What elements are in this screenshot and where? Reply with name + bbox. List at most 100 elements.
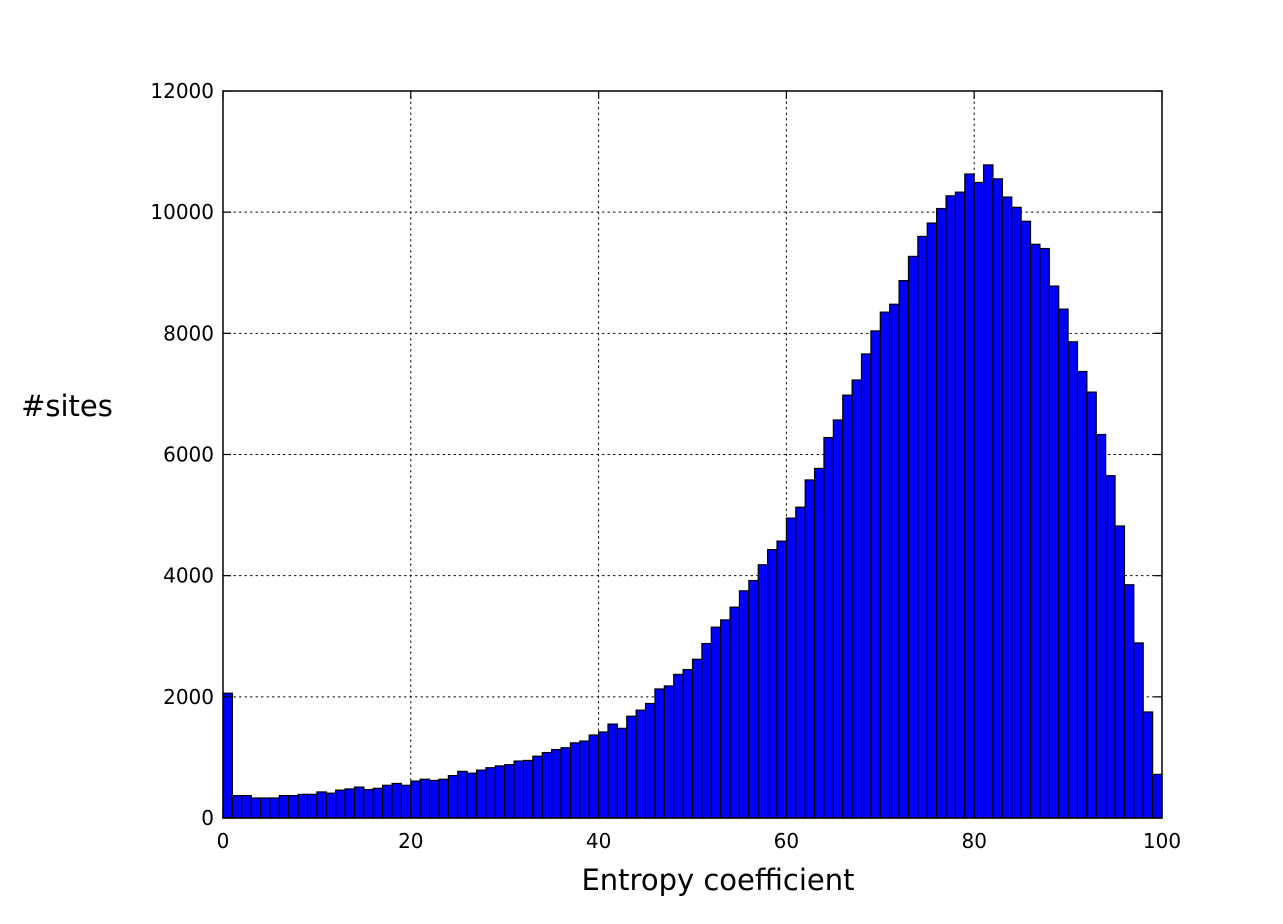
axis-ticks <box>222 90 1163 819</box>
histogram-bar <box>504 764 515 819</box>
histogram-bar <box>438 778 449 819</box>
histogram-bar <box>729 606 741 819</box>
histogram-bar <box>738 590 750 819</box>
histogram-bar <box>259 797 271 819</box>
histogram-bar <box>372 787 384 819</box>
histogram-bar <box>410 780 421 819</box>
histogram-bar <box>382 784 393 819</box>
y-tick-label: 8000 <box>163 321 214 345</box>
histogram-bar <box>954 191 966 819</box>
histogram-bar <box>889 303 900 819</box>
histogram-bar <box>428 779 440 819</box>
histogram-bar <box>1142 711 1154 819</box>
histogram-bar <box>466 772 478 819</box>
histogram-bar <box>269 797 280 819</box>
y-tick-label: 4000 <box>163 564 214 588</box>
histogram-bar <box>626 715 637 819</box>
histogram-bar <box>1114 525 1126 819</box>
histogram-bar <box>1020 220 1032 819</box>
histogram-bar <box>475 769 487 819</box>
histogram-bar <box>992 178 1003 819</box>
histogram-bar <box>222 692 233 819</box>
histogram-bar <box>682 668 694 819</box>
histogram-bar <box>1152 773 1163 819</box>
histogram-bar <box>1039 247 1050 819</box>
histogram-bar <box>335 789 346 819</box>
histogram-bar <box>522 759 534 819</box>
y-tick-labels: 0 2000 4000 6000 8000 10000 12000 <box>150 79 214 830</box>
histogram-bar <box>1133 642 1144 819</box>
x-tick-label: 60 <box>774 829 799 853</box>
histogram-bar <box>485 767 496 819</box>
histogram-bar <box>879 311 891 819</box>
histogram-bar <box>757 564 769 819</box>
x-tick-label: 80 <box>961 829 986 853</box>
histogram-bar <box>851 379 863 819</box>
histogram-bar <box>936 207 947 819</box>
histogram-bar <box>710 626 722 819</box>
histogram-bar <box>419 778 431 819</box>
histogram-bar <box>898 280 910 819</box>
histogram-bar <box>701 642 712 819</box>
histogram-bar <box>541 751 553 819</box>
histogram-bar <box>635 709 647 819</box>
histogram-bar <box>1123 584 1135 819</box>
histogram-bar <box>1076 370 1088 819</box>
x-tick-label: 20 <box>398 829 423 853</box>
histogram-bar <box>982 164 994 819</box>
histogram-bar <box>973 181 985 819</box>
histogram-bar <box>1048 285 1060 819</box>
x-tick-label: 40 <box>586 829 611 853</box>
histogram-bar <box>1029 243 1041 819</box>
histogram-bar <box>860 353 872 819</box>
histogram-bar <box>607 723 618 819</box>
histogram-bar <box>1011 206 1022 819</box>
histogram-bar <box>588 734 600 819</box>
histogram-bar <box>325 792 337 819</box>
y-axis-label: #sites <box>21 389 113 423</box>
x-tick-label: 100 <box>1143 829 1181 853</box>
histogram-bar <box>391 782 403 819</box>
x-axis-label: Entropy coefficient <box>581 863 854 897</box>
histogram-bar <box>691 658 703 819</box>
x-tick-labels: 0 20 40 60 80 100 <box>217 829 1181 853</box>
histogram-bar <box>813 467 825 819</box>
histogram-bar <box>823 436 834 819</box>
histogram-bar <box>363 788 374 819</box>
histogram-bar <box>250 797 262 819</box>
y-tick-label: 0 <box>201 806 214 830</box>
histogram-bar <box>644 702 656 819</box>
histogram-bar <box>776 540 788 819</box>
histogram-bar <box>306 793 318 819</box>
histogram-bar <box>720 619 731 819</box>
histogram-bar <box>579 740 590 819</box>
histogram-bar <box>654 688 665 819</box>
histogram-bar <box>616 727 628 819</box>
x-tick-label: 0 <box>217 829 230 853</box>
histogram-bar <box>241 794 252 819</box>
histogram-bar <box>400 784 412 819</box>
histogram-bar <box>513 760 525 819</box>
histogram-bar <box>1001 196 1013 819</box>
histogram-bar <box>870 330 881 819</box>
histogram-bar <box>1095 433 1107 819</box>
histogram-bar <box>804 479 816 819</box>
histogram-bar <box>748 579 759 819</box>
histogram-bar <box>842 394 853 819</box>
histogram-bar <box>494 765 506 819</box>
histogram-bar <box>917 235 928 819</box>
histogram-bar <box>447 774 459 819</box>
histogram-bar <box>673 673 684 819</box>
histogram-bar <box>344 788 356 819</box>
histogram-bar <box>316 791 327 819</box>
histogram-bar <box>926 222 938 819</box>
histogram-bar <box>560 747 572 819</box>
histogram-bar <box>832 419 844 819</box>
histogram-bar <box>231 794 243 819</box>
y-tick-label: 2000 <box>163 685 214 709</box>
histogram-bar <box>457 770 468 819</box>
histogram-bar <box>278 794 290 819</box>
histogram-bar <box>551 748 562 819</box>
histogram-bar <box>663 685 675 819</box>
